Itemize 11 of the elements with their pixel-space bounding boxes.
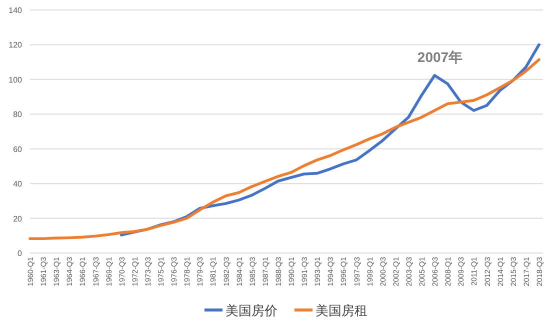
- y-tick-label: 20: [13, 214, 23, 224]
- y-tick-label: 100: [8, 75, 23, 84]
- legend-label: 美国房价: [226, 303, 278, 318]
- y-tick-label: 40: [13, 180, 23, 189]
- y-tick-label: 140: [8, 6, 23, 15]
- annotation: 2007年: [417, 49, 463, 65]
- y-tick-label: 60: [13, 144, 23, 154]
- y-tick-label: 80: [13, 110, 23, 120]
- legend-label: 美国房租: [316, 303, 368, 318]
- y-tick-label: 120: [8, 40, 23, 50]
- y-tick-label: 0: [18, 249, 23, 258]
